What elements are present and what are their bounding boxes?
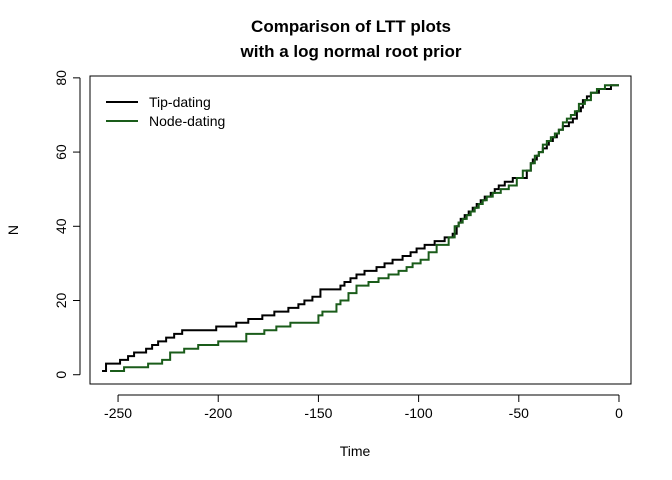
y-tick-label: 0 [53, 371, 69, 379]
y-tick-label: 80 [53, 70, 69, 86]
y-tick-label: 60 [53, 144, 69, 160]
y-tick-label: 20 [53, 293, 69, 309]
legend-label-tip-dating: Tip-dating [149, 94, 211, 110]
x-tick-label: -50 [509, 405, 529, 421]
y-tick-label: 40 [53, 218, 69, 234]
chart-title-line1: Comparison of LTT plots [251, 17, 451, 36]
series-layer [102, 84, 619, 373]
x-tick-label: -200 [204, 405, 232, 421]
chart-title-line2: with a log normal root prior [240, 42, 462, 61]
x-tick-label: -150 [304, 405, 332, 421]
plot-frame [89, 75, 632, 385]
series-line-node-dating [110, 84, 619, 373]
x-axis-label: Time [340, 443, 371, 459]
x-tick-label: -250 [104, 405, 132, 421]
legend-label-node-dating: Node-dating [149, 113, 225, 129]
y-axis-label: N [5, 225, 21, 235]
legend: Tip-dating Node-dating [106, 94, 225, 129]
y-axis: 0 20 40 60 80 [53, 70, 81, 379]
x-tick-label: -100 [405, 405, 433, 421]
x-axis: -250 -200 -150 -100 -50 0 [104, 394, 623, 421]
x-tick-label: 0 [615, 405, 623, 421]
